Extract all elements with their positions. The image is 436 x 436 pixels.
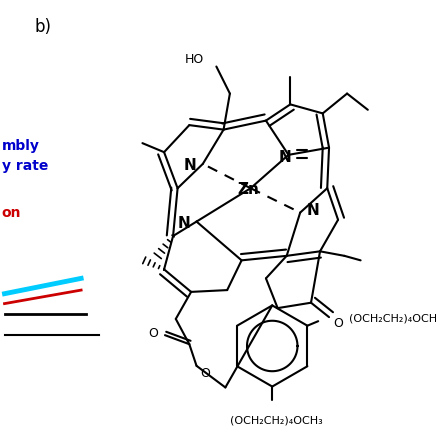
Text: on: on — [2, 205, 21, 220]
Text: N: N — [279, 150, 291, 165]
Text: (OCH₂CH₂)₄OCH₃: (OCH₂CH₂)₄OCH₃ — [230, 416, 323, 426]
Text: N: N — [177, 216, 190, 231]
Text: O: O — [201, 367, 211, 379]
Text: mbly: mbly — [2, 139, 40, 153]
Text: O: O — [148, 327, 158, 340]
Text: y rate: y rate — [2, 159, 48, 173]
Text: HO: HO — [184, 53, 204, 66]
Text: N: N — [184, 158, 197, 173]
Text: b): b) — [34, 18, 51, 36]
Text: N: N — [307, 203, 319, 218]
Text: Zn: Zn — [238, 182, 260, 197]
Text: O: O — [333, 317, 343, 330]
Text: (OCH₂CH₂)₄OCH: (OCH₂CH₂)₄OCH — [349, 313, 436, 324]
